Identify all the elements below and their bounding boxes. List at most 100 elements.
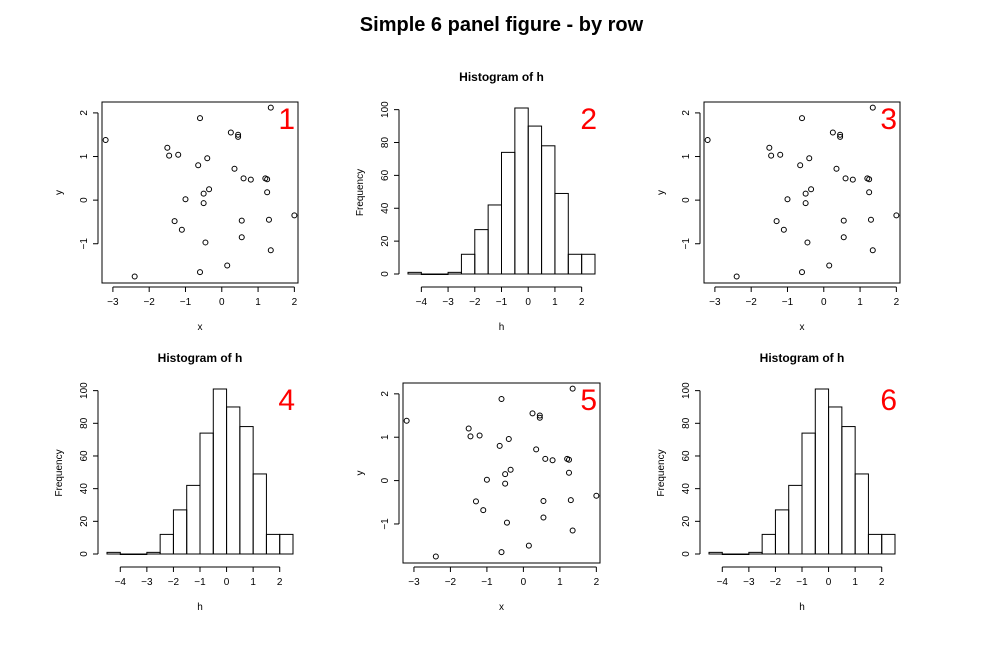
scatter-point: [480, 507, 487, 514]
y-tick-label: 40: [681, 483, 692, 495]
y-tick-label: 80: [681, 417, 692, 429]
x-tick-label: 2: [594, 577, 600, 588]
y-tick-label: 0: [681, 551, 692, 557]
scatter-point: [593, 492, 600, 499]
scatter-point: [866, 189, 873, 196]
y-tick-label: 1: [380, 434, 391, 440]
x-tick-label: −4: [416, 297, 428, 308]
panel-number-label: 4: [278, 384, 295, 417]
scatter-point: [224, 262, 231, 269]
x-tick-label: −1: [180, 297, 192, 308]
y-tick-label: −1: [380, 518, 391, 530]
scatter-point: [131, 273, 138, 280]
scatter-point: [102, 136, 109, 143]
scatter-point: [182, 196, 189, 203]
scatter-point: [780, 226, 787, 233]
histogram-bar: [788, 484, 803, 555]
scatter-point: [542, 455, 549, 462]
x-tick-label: −3: [743, 577, 755, 588]
scatter-point: [802, 200, 809, 207]
histogram-bar: [514, 107, 529, 275]
histogram-bar: [265, 533, 281, 555]
y-axis-label: y: [656, 190, 667, 195]
x-axis-label: x: [499, 602, 504, 613]
scatter-point: [238, 217, 245, 224]
scatter-point: [483, 476, 490, 483]
histogram-bar: [867, 533, 883, 555]
panel-6: −4 −3 −2 −1 0 1 2020406080100hFrequencyHistogr…: [656, 351, 897, 613]
panel-5: −3 −2 −1 0 1 2 −1 0 1 2 x y 5: [355, 382, 601, 613]
x-tick-label: −1: [496, 297, 508, 308]
x-tick-label: 0: [521, 577, 527, 588]
scatter-point: [808, 186, 815, 193]
y-tick-label: 20: [380, 235, 391, 247]
x-tick-label: 2: [277, 577, 283, 588]
x-tick-label: −3: [141, 577, 153, 588]
x-tick-label: −3: [107, 297, 119, 308]
x-tick-label: 0: [821, 297, 827, 308]
scatter-point: [768, 152, 775, 159]
x-tick-label: 0: [525, 297, 531, 308]
x-tick-label: 2: [879, 577, 885, 588]
scatter-point: [797, 162, 804, 169]
x-tick-label: 1: [557, 577, 563, 588]
scatter-point: [849, 176, 856, 183]
panel-title: Histogram of h: [760, 351, 845, 365]
scatter-point: [175, 151, 182, 158]
histogram-bar: [487, 204, 502, 275]
panel-number-label: 1: [278, 103, 295, 136]
histogram-bar: [474, 229, 489, 275]
scatter-point: [204, 155, 211, 162]
histogram-bar: [460, 253, 476, 275]
scatter-point: [498, 549, 505, 556]
y-axis-label: y: [54, 190, 65, 195]
histogram-bar: [814, 388, 830, 555]
scatter-point: [866, 176, 873, 183]
scatter-point: [465, 425, 472, 432]
scatter-point: [166, 152, 173, 159]
y-axis-label: Frequency: [54, 449, 65, 496]
histogram-bar: [133, 553, 148, 555]
histogram-bar: [841, 426, 856, 555]
panel-number-label: 2: [580, 103, 597, 136]
scatter-point: [806, 155, 813, 162]
histogram-bar: [828, 406, 843, 555]
scatter-point: [498, 396, 505, 403]
histogram-bar: [279, 533, 294, 555]
y-tick-label: 60: [681, 450, 692, 462]
scatter-point: [784, 196, 791, 203]
histogram-bar: [554, 192, 569, 275]
histogram-bar: [146, 551, 161, 555]
scatter-point: [893, 212, 900, 219]
histogram-bar: [774, 509, 790, 555]
scatter-point: [247, 176, 254, 183]
histogram-bar: [106, 551, 121, 555]
x-tick-label: 1: [552, 297, 558, 308]
y-tick-label: 40: [79, 483, 90, 495]
histogram-bar: [407, 271, 422, 275]
scatter-point: [840, 234, 847, 241]
histogram-bar: [226, 406, 241, 555]
x-tick-label: 0: [224, 577, 230, 588]
histogram-bar: [581, 253, 596, 275]
scatter-point: [264, 189, 271, 196]
histogram-bar: [761, 533, 776, 555]
histogram-bar: [119, 553, 135, 555]
scatter-point: [171, 218, 178, 225]
histogram-bar: [239, 426, 254, 555]
panel-2: −4 −3 −2 −1 0 1 2020406080100hFrequencyHistogr…: [355, 70, 597, 333]
scatter-point: [529, 410, 536, 417]
x-tick-label: 2: [292, 297, 298, 308]
histogram-bar: [420, 273, 436, 275]
scatter-point: [238, 234, 245, 241]
panel-title: Histogram of h: [459, 70, 544, 84]
x-tick-label: 1: [852, 577, 858, 588]
scatter-point: [826, 262, 833, 269]
plot-frame: [101, 101, 299, 284]
scatter-point: [265, 216, 272, 223]
scatter-point: [837, 133, 844, 140]
y-axis-label: y: [355, 471, 366, 476]
scatter-point: [777, 151, 784, 158]
y-tick-label: 20: [681, 515, 692, 527]
scatter-point: [476, 432, 483, 439]
